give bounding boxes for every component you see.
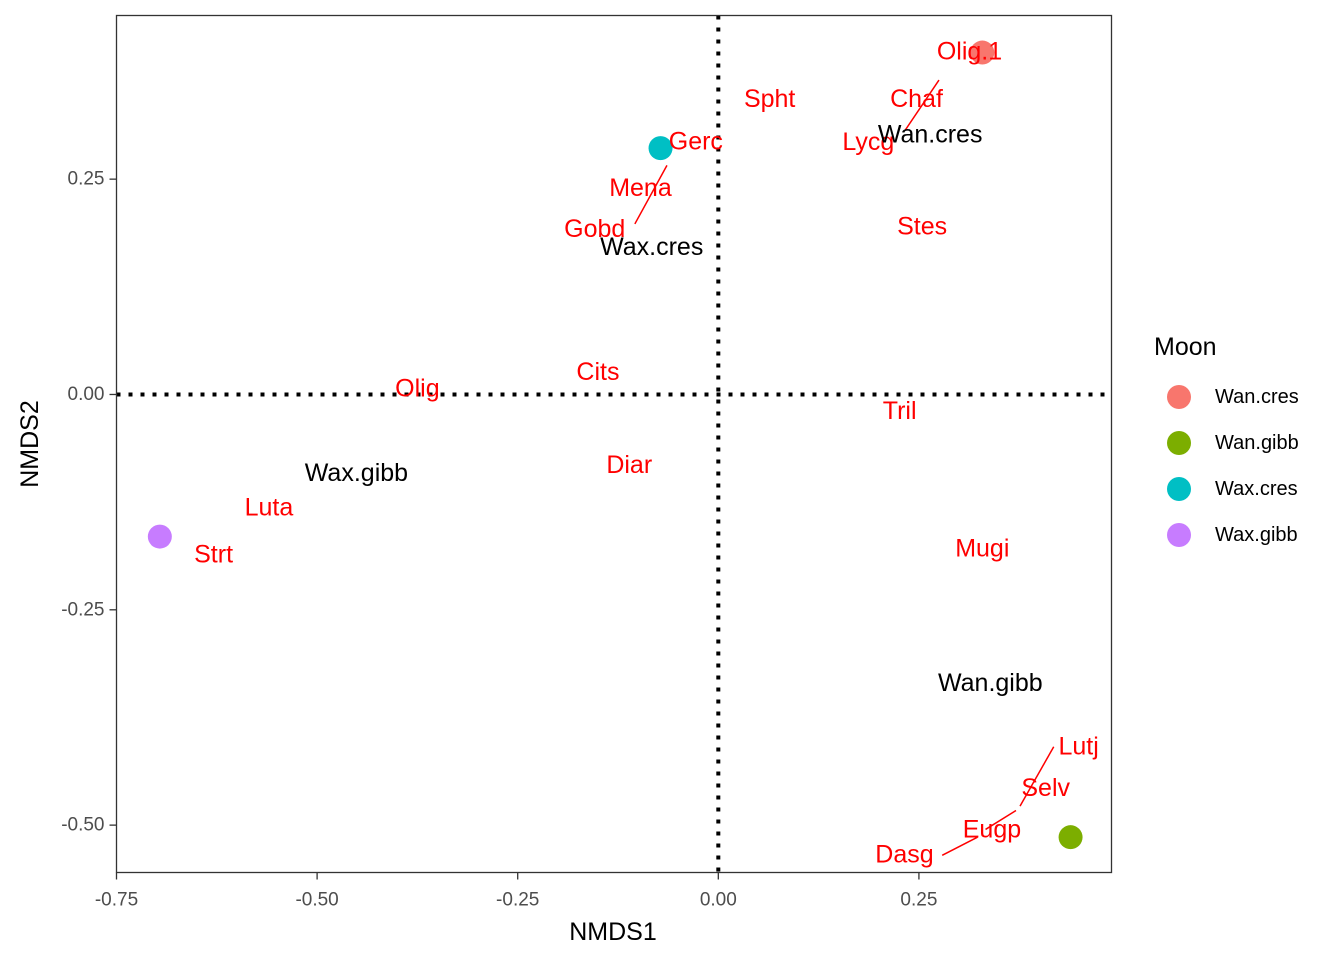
species-label: Spht [744,85,795,113]
x-axis-title: NMDS1 [569,918,657,946]
species-label: Lutj [1058,733,1098,761]
reference-lines [116,15,1112,873]
species-label: Eugp [963,815,1021,843]
leader-line [904,79,940,131]
leader-line [985,809,1017,831]
legend-label: Wan.cres [1215,386,1299,408]
species-label: Selv [1021,774,1070,802]
point-wax-cres [648,136,673,161]
species-label: Chaf [890,85,943,113]
leader-line [941,836,978,856]
species-label: Tril [883,397,917,425]
species-label: Gobd [564,215,625,243]
group-label: Wan.cres [878,120,983,148]
species-label: Dasg [875,840,933,868]
y-axis-title: NMDS2 [16,400,44,488]
y-tick-label: -0.50 [61,815,104,836]
axes: -0.75 -0.50 -0.25 0.00 0.25 0.25 0.00 -0.25 -0.5… [61,169,937,911]
x-tick-label: 0.25 [900,890,937,911]
x-tick-label: -0.25 [496,890,539,911]
species-label: Cits [576,358,619,386]
legend-key-wan-cres [1167,385,1191,409]
y-tick-label: 0.00 [68,384,105,405]
species-label: Stes [897,213,947,241]
legend-title: Moon [1154,333,1217,361]
legend: Moon Wan.cres Wan.gibb Wax.cres Wax.gibb [1154,333,1299,547]
species-label: Gerc [669,127,723,155]
species-label: Luta [245,493,294,521]
species-label: Lycg [842,128,894,156]
species-label: Diar [606,451,652,479]
group-label: Wax.cres [600,233,703,261]
x-tick-label: 0.00 [700,890,737,911]
point-wan-gibb [1058,825,1083,850]
species-label: Mugi [955,535,1009,563]
legend-key-wax-cres [1167,477,1191,501]
legend-label: Wax.cres [1215,478,1298,500]
species-label: Olig.1 [937,38,1002,66]
legend-label: Wan.gibb [1215,432,1299,454]
leader-line [634,165,668,225]
data-points [147,40,1083,850]
point-wan-cres [970,40,995,65]
species-label: Mena [609,174,672,202]
x-tick-label: -0.50 [295,890,338,911]
y-tick-label: -0.25 [61,599,104,620]
group-label: Wax.gibb [305,459,408,487]
text-labels: Olig.1 Spht Chaf Lycg Gerc Mena Gobd Stes Cits Ol… [194,38,1099,869]
group-label: Wan.gibb [938,669,1043,697]
point-wax-gibb [147,524,172,549]
legend-key-wan-gibb [1167,431,1191,455]
x-tick-label: -0.75 [95,890,138,911]
legend-label: Wax.gibb [1215,524,1298,546]
species-label: Strt [194,541,233,569]
panel-border [115,14,1113,874]
species-label: Olig [395,374,439,402]
y-tick-label: 0.25 [68,169,105,190]
legend-key-wax-gibb [1167,523,1191,547]
leader-line [1019,746,1055,807]
leader-lines [634,79,1055,856]
